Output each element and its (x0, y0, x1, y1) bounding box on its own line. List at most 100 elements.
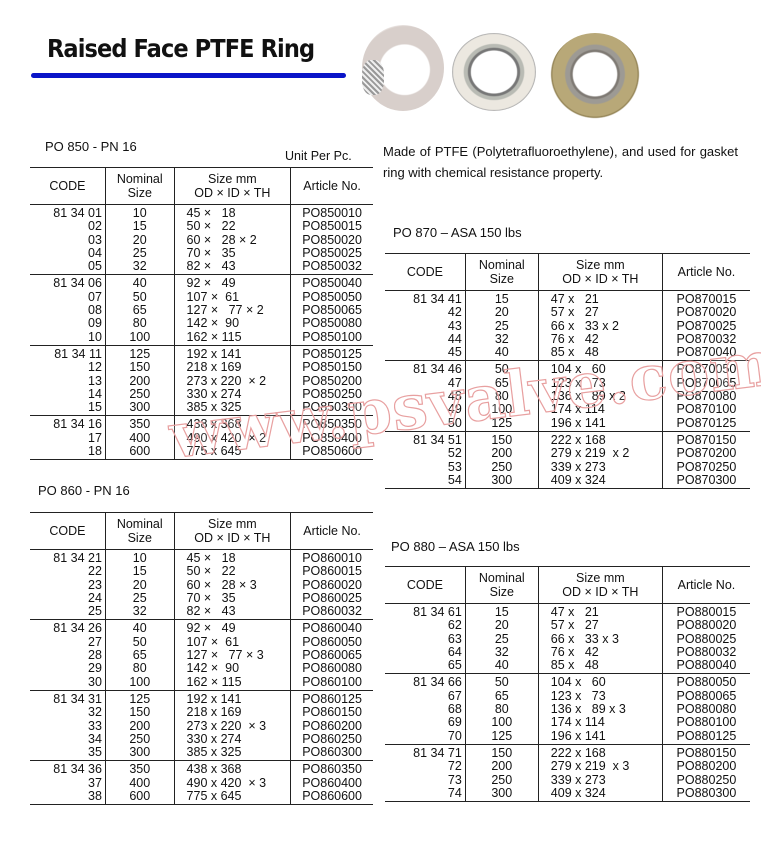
nominal-size-cell: 25 (464, 319, 539, 333)
nominal-size-cell: 40 (104, 619, 175, 636)
table-row: 81 34 46 50 104 x 60 PO870050 (385, 360, 750, 377)
article-no-cell: PO860015 (290, 564, 373, 579)
size-cell: 409 x 324 (537, 473, 663, 489)
nominal-size-cell: 32 (464, 332, 539, 347)
code-cell: 54 (447, 472, 462, 487)
nominal-size-cell: 80 (104, 662, 175, 676)
article-no-cell: PO850125 (290, 345, 373, 362)
size-cell: 775 x 645 (173, 789, 291, 805)
table-row: 69 100 174 x 114 PO880100 (385, 716, 750, 730)
size-cell: 127 × 77 × 2 (173, 303, 291, 318)
nominal-size-cell: 80 (104, 317, 175, 331)
code-cell: 34 (88, 731, 102, 746)
code-cell: 74 (447, 785, 462, 800)
table-row: 35 300 385 x 325 PO860300 (30, 746, 373, 761)
table-row: 32 150 218 x 169 PO860150 (30, 705, 373, 720)
table-row: 44 32 76 x 42 PO870032 (385, 332, 750, 347)
nominal-size-cell: 15 (104, 564, 175, 579)
table-row: 34 250 330 x 274 PO860250 (30, 731, 373, 747)
code-cell: 81 34 26 (53, 621, 102, 636)
table-row: 74 300 409 x 324 PO880300 (385, 785, 750, 802)
size-cell: 50 × 22 (173, 219, 291, 234)
size-cell: 174 x 114 (537, 403, 663, 417)
code-cell: 64 (447, 644, 462, 659)
code-cell: 73 (447, 772, 462, 787)
article-no-cell: PO860040 (290, 619, 373, 636)
table-row: 81 34 01 10 45 × 18 PO850010 (30, 204, 373, 221)
table-row: 52 200 279 x 219 x 2 PO870200 (385, 446, 750, 461)
size-cell: 196 x 141 (537, 729, 663, 745)
article-no-cell: PO860010 (290, 549, 373, 566)
nominal-size-cell: 300 (104, 401, 175, 416)
article-no-cell: PO880080 (661, 702, 750, 717)
size-cell: 142 × 90 (173, 662, 291, 676)
size-cell: 273 x 220 × 2 (173, 374, 291, 388)
size-cell: 174 x 114 (537, 716, 663, 730)
nominal-size-cell: 125 (464, 729, 539, 745)
nominal-size-cell: 15 (464, 603, 539, 620)
table-row: 14 250 330 x 274 PO850250 (30, 387, 373, 402)
nominal-size-cell: 25 (104, 246, 175, 261)
article-no-cell: PO870100 (661, 403, 750, 417)
nominal-size-cell: 20 (464, 618, 539, 633)
size-cell: 279 x 219 x 2 (537, 446, 663, 461)
size-cell: 57 x 27 (537, 618, 663, 633)
article-no-cell: PO880150 (661, 744, 750, 761)
nominal-size-cell: 125 (104, 690, 175, 707)
code-cell: 17 (88, 430, 102, 445)
nominal-size-cell: 20 (464, 305, 539, 320)
article-no-cell: PO850025 (290, 246, 373, 261)
table-row: 81 34 26 40 92 × 49 PO860040 (30, 619, 373, 636)
table-row: 07 50 107 × 61 PO850050 (30, 289, 373, 305)
column-header-nominal: Nominal Size (464, 253, 539, 291)
article-no-cell: PO850065 (290, 303, 373, 318)
code-cell: 81 34 46 (413, 362, 462, 377)
row-group: 81 34 26 40 92 × 49 PO860040 27 50 107 × 61 PO8… (30, 619, 373, 691)
size-cell: 85 x 48 (537, 659, 663, 674)
table-row: 81 34 66 50 104 x 60 PO880050 (385, 673, 750, 690)
size-cell: 57 x 27 (537, 305, 663, 320)
size-cell: 142 × 90 (173, 317, 291, 331)
table-row: 81 34 11 125 192 x 141 PO850125 (30, 345, 373, 362)
article-no-cell: PO880025 (661, 632, 750, 646)
nominal-size-cell: 20 (104, 578, 175, 592)
article-no-cell: PO860200 (290, 719, 373, 733)
article-no-cell: PO860025 (290, 591, 373, 606)
nominal-size-cell: 125 (104, 345, 175, 362)
size-cell: 162 × 115 (173, 330, 291, 346)
nominal-size-cell: 15 (104, 219, 175, 234)
code-cell: 07 (88, 289, 102, 304)
article-no-cell: PO880065 (661, 689, 750, 704)
article-no-cell: PO860065 (290, 648, 373, 663)
size-cell: 330 x 274 (173, 387, 291, 402)
nominal-size-cell: 150 (104, 360, 175, 375)
size-cell: 104 x 60 (537, 673, 663, 690)
nominal-size-cell: 10 (104, 549, 175, 566)
table-row: 12 150 218 x 169 PO850150 (30, 360, 373, 375)
code-cell: 09 (88, 316, 102, 331)
column-header-article: Article No. (290, 167, 373, 205)
po870-table: CODE Nominal Size Size mm OD × ID × TH Arti… (385, 253, 750, 489)
code-cell: 50 (447, 415, 462, 430)
code-cell: 81 34 71 (413, 745, 462, 760)
table-row: 29 80 142 × 90 PO860080 (30, 662, 373, 676)
article-no-cell: PO850350 (290, 415, 373, 432)
row-group: 81 34 66 50 104 x 60 PO880050 67 65 123 x 73 PO… (385, 673, 750, 745)
article-no-cell: PO850600 (290, 444, 373, 460)
row-group: 81 34 16 350 438 x 368 PO850350 17 400 490 x 4… (30, 415, 373, 460)
table-row: 81 34 06 40 92 × 49 PO850040 (30, 274, 373, 291)
code-cell: 18 (88, 444, 102, 459)
table-row: 15 300 385 x 325 PO850300 (30, 401, 373, 416)
nominal-size-cell: 250 (104, 387, 175, 402)
size-cell: 775 x 645 (173, 444, 291, 460)
size-cell: 70 × 35 (173, 591, 291, 606)
nominal-size-cell: 80 (464, 389, 539, 404)
article-no-cell: PO880200 (661, 759, 750, 774)
code-cell: 35 (88, 745, 102, 760)
code-cell: 13 (88, 373, 102, 388)
article-no-cell: PO870050 (661, 360, 750, 377)
size-cell: 47 x 21 (537, 290, 663, 307)
article-no-cell: PO850300 (290, 401, 373, 416)
table-row: 24 25 70 × 35 PO860025 (30, 591, 373, 606)
size-cell: 192 x 141 (173, 690, 291, 707)
